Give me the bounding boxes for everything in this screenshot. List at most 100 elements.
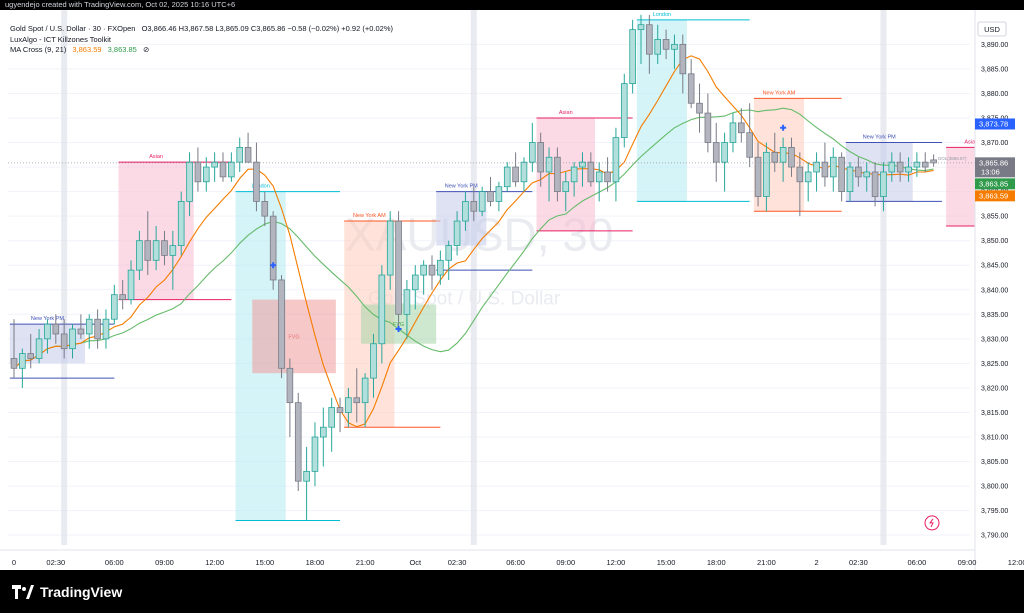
candle-body	[838, 156, 845, 193]
candle	[754, 142, 762, 207]
candle-body	[411, 274, 419, 291]
currency-selector[interactable]: USD	[977, 21, 1007, 37]
candle-body	[487, 191, 494, 202]
candle-body	[570, 166, 578, 183]
legend-ma-label: MA Cross (9, 21)	[10, 45, 67, 54]
legend-indicator: LuxAlgo - ICT Killzones Toolkit	[10, 34, 112, 44]
candle	[779, 137, 787, 182]
candle	[712, 122, 720, 182]
candle	[353, 368, 361, 423]
killzone-label: New York AM	[353, 213, 386, 219]
candle	[278, 275, 285, 379]
candle-body	[445, 245, 453, 261]
candle-body	[428, 264, 436, 276]
candle	[637, 14, 645, 64]
candle	[244, 132, 252, 163]
price-tick-label: 3,850.00	[981, 238, 1008, 245]
candle-body	[579, 161, 586, 168]
candle-body	[19, 353, 26, 369]
candle-body	[554, 156, 561, 193]
legend-ma-row[interactable]: MA Cross (9, 21) 3,863.59 3,863.85 ⊘	[10, 45, 397, 56]
candle-body	[696, 102, 703, 114]
candle	[269, 211, 277, 290]
candle-body	[478, 191, 486, 212]
price-tick-label: 3,825.00	[981, 361, 1008, 368]
time-tick-label: 18:00	[707, 558, 726, 567]
price-axis	[975, 10, 1024, 570]
legend-symbol[interactable]: Gold Spot / U.S. Dollar · 30 · FXOpen	[10, 24, 136, 33]
candle-body	[646, 24, 653, 55]
candle	[395, 211, 402, 330]
candle	[445, 240, 453, 280]
candle-body	[712, 142, 720, 163]
candle	[386, 211, 394, 290]
countdown-label: 13:06	[981, 167, 1000, 176]
candle	[478, 186, 486, 217]
candle	[144, 211, 152, 276]
candle-body	[177, 201, 185, 246]
tradingview-brand[interactable]: TradingView	[12, 584, 122, 600]
candle-body	[52, 323, 60, 335]
candle	[487, 176, 494, 207]
candle	[44, 319, 51, 354]
candle-body	[629, 29, 636, 85]
candle	[52, 314, 60, 344]
candle-body	[855, 166, 862, 178]
candle-body	[144, 240, 152, 261]
currency-box	[977, 21, 1007, 37]
price-tick-label: 3,835.00	[981, 312, 1008, 319]
candle-body	[69, 328, 76, 350]
candle	[411, 265, 419, 310]
hidden-eye-icon[interactable]: ⊘	[142, 45, 150, 54]
candle-body	[236, 147, 244, 163]
candle	[60, 319, 68, 359]
candle	[236, 137, 244, 172]
price-badge-label: 3,863.59	[979, 191, 1008, 200]
candle	[796, 152, 804, 217]
candle-body	[161, 240, 168, 256]
candle	[161, 230, 168, 266]
candle	[512, 152, 519, 187]
killzone-label: New York PM	[863, 135, 896, 141]
killzone-label: Asian	[964, 139, 978, 145]
candle	[646, 14, 653, 74]
lightning-alert-icon[interactable]	[924, 515, 940, 531]
legend-indicator-row[interactable]: LuxAlgo - ICT Killzones Toolkit	[10, 35, 397, 46]
candle	[102, 309, 110, 349]
candle-body	[863, 171, 871, 178]
candle-body	[119, 294, 126, 300]
legend-ohlc: O3,866.46 H3,867.58 L3,865.09 C3,865.86 …	[141, 24, 393, 33]
candle	[880, 162, 887, 212]
candle	[261, 191, 269, 226]
candle-body	[512, 166, 519, 183]
time-tick-label: 02:30	[448, 558, 467, 567]
candle	[462, 191, 469, 231]
candle-body	[587, 161, 595, 183]
price-badge	[975, 178, 1015, 190]
candle	[562, 171, 570, 212]
candle-body	[336, 407, 344, 413]
time-tick-label: 18:00	[306, 558, 325, 567]
candle-body	[930, 159, 937, 164]
candle-body	[537, 142, 544, 173]
price-tick-label: 3,795.00	[981, 508, 1008, 515]
candle-body	[846, 166, 854, 193]
candle	[361, 373, 369, 428]
candle-body	[286, 367, 294, 404]
candle	[788, 137, 795, 177]
candle-body	[687, 73, 695, 104]
candle	[152, 225, 160, 271]
candle	[763, 142, 770, 212]
price-tick-label: 3,830.00	[981, 336, 1008, 343]
candle	[838, 152, 845, 202]
price-tick-label: 3,855.00	[981, 214, 1008, 221]
candle-body	[896, 161, 904, 173]
candle	[804, 162, 812, 202]
candle	[696, 83, 703, 133]
price-tick-label: 3,880.00	[981, 91, 1008, 98]
time-tick-label: 09:00	[556, 558, 575, 567]
candle	[453, 211, 461, 256]
tradingview-logo-icon	[12, 585, 34, 599]
candle	[738, 108, 745, 143]
